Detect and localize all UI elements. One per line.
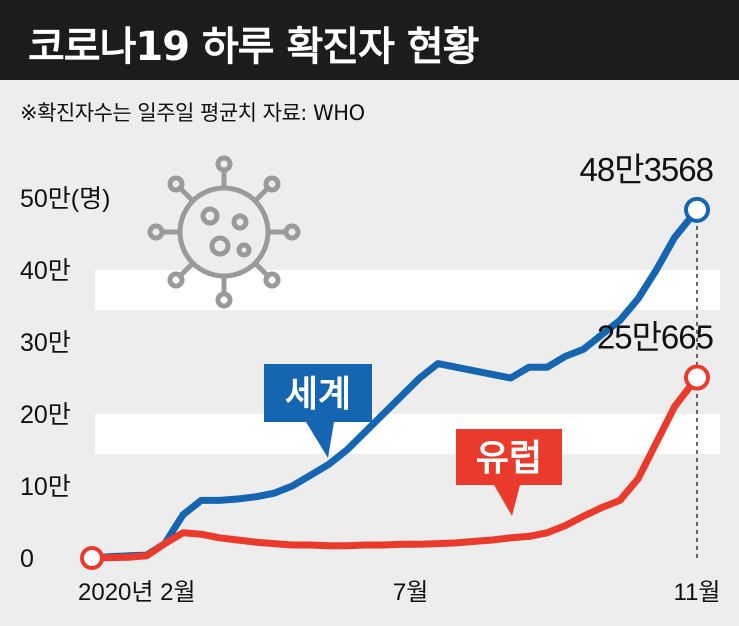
- y-tick-label: 50만(명): [20, 185, 110, 213]
- end-value-label: 25만665: [597, 319, 713, 356]
- callout-box: [456, 429, 562, 485]
- end-value-label: 48만3568: [580, 151, 713, 188]
- x-tick-label: 2020년 2월: [78, 579, 196, 606]
- grid-band: [95, 414, 720, 454]
- series-lines: [80, 196, 710, 570]
- y-axis: 0 10만 20만 30만 40만 50만(명): [20, 185, 110, 573]
- callout-tail: [494, 485, 520, 516]
- x-tick-label: 7월: [393, 579, 428, 606]
- y-tick-label: 20만: [20, 401, 71, 429]
- y-tick-label: 10만: [20, 473, 71, 501]
- series-line-세계: [88, 206, 701, 562]
- y-tick-label: 0: [20, 545, 34, 573]
- x-tick-label: 11월: [674, 579, 721, 606]
- grid-bands: [95, 270, 720, 454]
- virus-icon: [147, 155, 301, 309]
- end-value-labels: 48만3568 25만665: [580, 151, 714, 356]
- x-axis: 2020년 2월 7월 11월: [78, 579, 721, 606]
- callout-label: 유럽: [476, 438, 542, 479]
- source-note: ※확진자수는 일주일 평균치 자료: WHO: [20, 101, 365, 125]
- y-tick-label: 30만: [20, 329, 71, 357]
- series-line-유럽: [88, 374, 701, 562]
- chart-title: 코로나19 하루 확진자 현황: [28, 24, 479, 70]
- end-point-marker: [684, 196, 710, 223]
- y-tick-label: 40만: [20, 257, 71, 285]
- title-bar: 코로나19 하루 확진자 현황: [0, 0, 739, 80]
- callout-box: [264, 364, 372, 422]
- end-point-marker: [684, 364, 710, 391]
- callout-tail: [306, 422, 334, 458]
- start-point-marker: [80, 546, 104, 570]
- callout-label: 세계: [285, 374, 351, 415]
- grid-band: [95, 270, 720, 310]
